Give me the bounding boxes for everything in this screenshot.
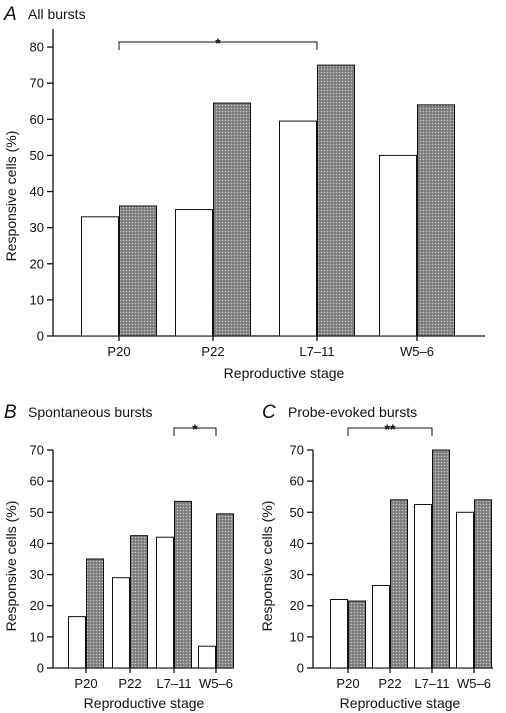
panel-c-bar-stippled (474, 499, 492, 669)
panel-a-y-tick-label: 20 (30, 256, 44, 271)
panel-c-x-tick-label: W5–6 (457, 676, 491, 691)
panel-b-x-tick-label: P22 (118, 676, 141, 691)
panel-a-title: All bursts (28, 6, 86, 22)
panel-b-y-tick-label: 10 (30, 629, 44, 644)
panel-b-letter: B (4, 402, 17, 423)
panel-b-significance-label: * (192, 421, 198, 437)
panel-c-title: Probe-evoked bursts (288, 404, 417, 420)
panel-c-x-tick-label: P22 (378, 676, 401, 691)
panel-a-y-tick-label: 80 (30, 40, 44, 55)
panel-c-significance-bracket (347, 427, 433, 436)
panel-a-bar-open (379, 154, 417, 337)
panel-a-significance-label: * (215, 35, 221, 51)
panel-b-y-tick-label: 50 (30, 505, 44, 520)
panel-b-bar-stippled (174, 500, 192, 669)
panel-c-bar-open (456, 511, 474, 669)
panel-a-y-tick-label: 30 (30, 220, 44, 235)
panel-c-y-tick-label: 60 (290, 474, 304, 489)
panel-b-xlabel: Reproductive stage (84, 695, 205, 711)
panel-c-bar-stippled (348, 600, 366, 669)
panel-a-y-tick-label: 60 (30, 112, 44, 127)
panel-a-bar-open (175, 209, 213, 337)
panel-a-bar-open (81, 216, 119, 337)
panel-b-ylabel: Responsive cells (%) (3, 501, 19, 632)
panel-c-y-tick-label: 30 (290, 567, 304, 582)
panel-c-y-tick-label: 20 (290, 598, 304, 613)
panel-a-y-tick-label: 70 (30, 76, 44, 91)
panel-a-bar-stippled (417, 104, 455, 337)
panel-c-y-tick-label: 10 (290, 629, 304, 644)
panel-a-x-tick-label: L7–11 (299, 344, 334, 359)
panel-c-significance-label: ** (385, 421, 396, 437)
panel-b-y-tick-label: 20 (30, 598, 44, 613)
panel-a-ylabel: Responsive cells (%) (3, 131, 19, 262)
panel-a-bar-stippled (119, 205, 157, 337)
panel-c-letter: C (262, 402, 276, 423)
panel-b-y-tick-label: 60 (30, 474, 44, 489)
panel-a-xlabel: Reproductive stage (224, 365, 345, 381)
panel-c-bar-open (372, 584, 390, 669)
panel-c-y-tick-label: 0 (297, 661, 304, 676)
panel-a-plot: 0 10 20 30 40 50 60 70 80 P20 P22 L7–11 W5–6 * (30, 29, 485, 359)
panel-a-y-tick-label: 0 (37, 329, 44, 344)
panel-c-y-tick-label: 40 (290, 536, 304, 551)
panel-b-y-tick-label: 40 (30, 536, 44, 551)
panel-a-x-tick-label: W5–6 (400, 344, 434, 359)
panel-b-y-tick-label: 70 (30, 443, 44, 458)
panel-a-x-tick-label: P22 (201, 344, 224, 359)
panel-b-bar-open (112, 577, 130, 669)
panel-b-bar-stippled (216, 513, 234, 669)
panel-b-title: Spontaneous bursts (28, 404, 153, 420)
panel-b-bar-stippled (86, 558, 104, 669)
panel-a-significance-bracket (118, 41, 318, 50)
panel-c-y-tick-label: 70 (290, 443, 304, 458)
panel-b-y-tick-label: 0 (37, 661, 44, 676)
panel-c-plot: 0 10 20 30 40 50 60 70 P20 P22 L7–11 W5–6 ** (290, 421, 493, 691)
panel-b-bar-stippled (130, 535, 148, 669)
panel-b-bar-open (198, 645, 216, 669)
panel-b-x-tick-label: L7–11 (156, 676, 191, 691)
panel-b-plot: 0 10 20 30 40 50 60 70 P20 P22 L7–11 W5–6 * (30, 421, 234, 691)
panel-a-chart: A All bursts Responsive cells (%) Reprod… (3, 4, 485, 381)
panel-a-bar-stippled (317, 64, 355, 337)
panel-a-letter: A (3, 4, 17, 25)
panel-b-chart: B Spontaneous bursts Responsive cells (%… (3, 402, 234, 711)
panel-c-x-tick-label: P20 (336, 676, 359, 691)
panel-b-significance-bracket (173, 427, 217, 436)
panel-c-bar-stippled (390, 499, 408, 669)
panel-a-y-tick-label: 40 (30, 184, 44, 199)
panel-c-x-tick-label: L7–11 (414, 676, 449, 691)
panel-a-y-tick-label: 10 (30, 292, 44, 307)
panel-b-x-tick-label: P20 (74, 676, 97, 691)
panel-b-bar-open (68, 616, 86, 669)
panel-c-bar-open (330, 598, 348, 669)
panel-b-bar-open (156, 536, 174, 669)
panel-c-ylabel: Responsive cells (%) (259, 501, 275, 632)
panel-a-y-tick-label: 50 (30, 148, 44, 163)
panel-c-bar-stippled (432, 449, 450, 669)
panel-b-y-tick-label: 30 (30, 567, 44, 582)
panel-b-x-tick-label: W5–6 (199, 676, 233, 691)
panel-a-bar-stippled (213, 102, 251, 337)
panel-c-bar-open (414, 504, 432, 669)
panel-c-chart: C Probe-evoked bursts Responsive cells (… (259, 402, 493, 711)
panel-c-xlabel: Reproductive stage (340, 695, 461, 711)
panel-a-x-tick-label: P20 (107, 344, 130, 359)
panel-a-bar-open (279, 120, 317, 337)
panel-c-y-tick-label: 50 (290, 505, 304, 520)
